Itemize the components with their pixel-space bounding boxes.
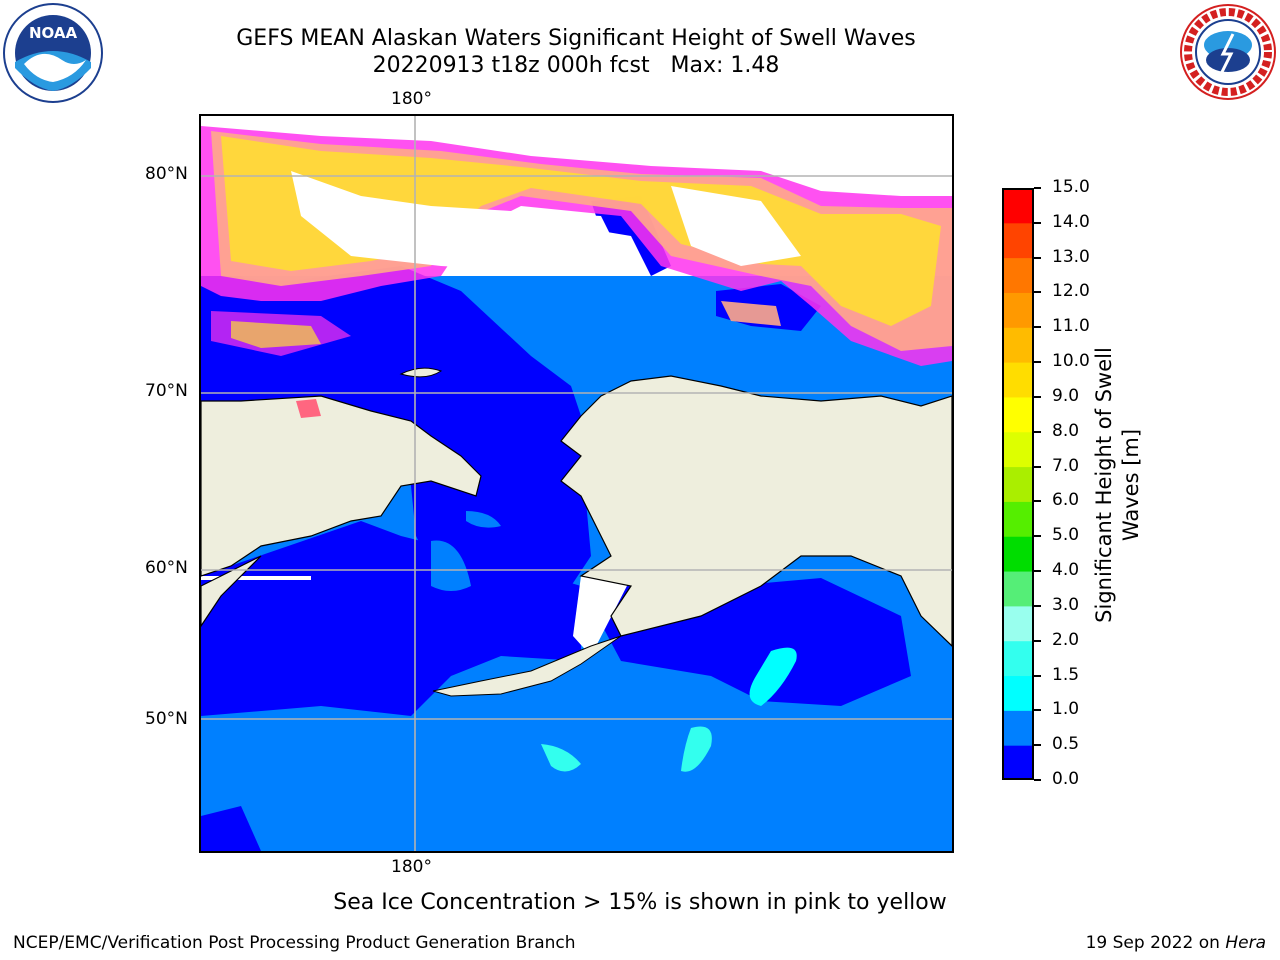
colorbar-tick-label: 4.0 bbox=[1052, 560, 1080, 581]
noaa-logo: NOAA bbox=[2, 2, 104, 104]
lon-label-bottom: 180° bbox=[391, 857, 432, 877]
lat-label-70n: 70°N bbox=[145, 381, 188, 401]
land-aleutian-peninsula bbox=[432, 635, 622, 697]
colorbar-tick-mark bbox=[1034, 361, 1041, 364]
colorbar-tick-mark bbox=[1034, 570, 1041, 573]
colorbar-band bbox=[1002, 536, 1034, 572]
lon-label-top: 180° bbox=[391, 89, 432, 109]
ice-free-gap bbox=[291, 171, 621, 276]
land-siberia bbox=[201, 395, 482, 577]
colorbar-tick-mark bbox=[1034, 500, 1041, 503]
ice-free-gap-2 bbox=[671, 186, 801, 266]
colorbar-tick-mark bbox=[1034, 326, 1041, 329]
sea-ice-east-siberian-core bbox=[231, 321, 321, 348]
date-stamp: 19 Sep 2022 on Hera bbox=[1086, 933, 1266, 953]
colorbar-tick-label: 5.0 bbox=[1052, 525, 1080, 546]
colorbar-band bbox=[1002, 292, 1034, 328]
swell-height-map bbox=[201, 116, 952, 851]
colorbar-band bbox=[1002, 431, 1034, 468]
sea-ice-note: Sea Ice Concentration > 15% is shown in … bbox=[333, 890, 947, 915]
sea-ice-high bbox=[221, 136, 941, 326]
colorbar-band bbox=[1002, 188, 1034, 224]
chart-title: GEFS MEAN Alaskan Waters Significant Hei… bbox=[236, 26, 916, 51]
colorbar-band bbox=[1002, 222, 1034, 259]
colorbar-band bbox=[1002, 745, 1034, 781]
gulf-swell-1-0-to-1-5 bbox=[749, 647, 797, 706]
colorbar-tick-mark bbox=[1034, 744, 1041, 747]
colorbar-tick-label: 10.0 bbox=[1052, 351, 1090, 372]
colorbar-tick-label: 2.0 bbox=[1052, 629, 1080, 650]
colorbar-bands bbox=[1002, 188, 1034, 781]
sea-ice-beaufort-patch bbox=[721, 301, 781, 326]
colorbar-tick-label: 1.0 bbox=[1052, 699, 1080, 720]
colorbar-tick-label: 14.0 bbox=[1052, 211, 1090, 232]
chart-subtitle: 20220913 t18z 000h fcst Max: 1.48 bbox=[372, 53, 780, 78]
date-text: 19 Sep 2022 on bbox=[1085, 933, 1226, 953]
pacific-swell-1-0-to-1-5-2 bbox=[681, 726, 712, 772]
colorbar-tick-label: 9.0 bbox=[1052, 385, 1080, 406]
map-panel bbox=[199, 114, 954, 853]
colorbar-band bbox=[1002, 362, 1034, 398]
southwest-low-swell bbox=[201, 806, 261, 851]
colorbar-tick-label: 15.0 bbox=[1052, 177, 1090, 197]
colorbar-tick-mark bbox=[1034, 674, 1041, 677]
colorbar-tick-mark bbox=[1034, 465, 1041, 468]
colorbar-tick-mark bbox=[1034, 395, 1041, 398]
colorbar-tick-mark bbox=[1034, 709, 1041, 712]
colorbar-tick-mark bbox=[1034, 535, 1041, 538]
credit-text: NCEP/EMC/Verification Post Processing Pr… bbox=[13, 933, 576, 953]
map-gridlines bbox=[201, 116, 952, 851]
colorbar-tick-mark bbox=[1034, 430, 1041, 433]
colorbar-band bbox=[1002, 396, 1034, 433]
colorbar-tick-mark bbox=[1034, 604, 1041, 607]
colorbar bbox=[1002, 188, 1034, 781]
bering-swell-patch-2 bbox=[466, 511, 501, 528]
colorbar-tick-label: 6.0 bbox=[1052, 490, 1080, 511]
lat-label-60n: 60°N bbox=[145, 558, 188, 578]
colorbar-tick-label: 11.0 bbox=[1052, 316, 1090, 337]
colorbar-tick-mark bbox=[1034, 256, 1041, 259]
colorbar-band bbox=[1002, 466, 1034, 502]
national-weather-service-logo bbox=[1177, 2, 1279, 102]
colorbar-tick-mark bbox=[1034, 779, 1041, 781]
lat-label-80n: 80°N bbox=[145, 164, 188, 184]
svg-text:NOAA: NOAA bbox=[29, 24, 78, 42]
land-alaska bbox=[560, 375, 952, 647]
colorbar-tick-mark bbox=[1034, 639, 1041, 642]
host-name: Hera bbox=[1225, 933, 1266, 953]
arctic-lead-low-swell bbox=[591, 196, 671, 276]
colorbar-tick-label: 1.5 bbox=[1052, 664, 1080, 685]
colorbar-band bbox=[1002, 605, 1034, 642]
bristol-bay-no-data bbox=[573, 576, 631, 656]
colorbar-frame bbox=[1002, 188, 1034, 780]
colorbar-band bbox=[1002, 327, 1034, 363]
colorbar-tick-mark bbox=[1034, 187, 1041, 189]
colorbar-band bbox=[1002, 571, 1034, 607]
colorbar-band bbox=[1002, 257, 1034, 293]
colorbar-tick-label: 7.0 bbox=[1052, 455, 1080, 476]
colorbar-tick-label: 8.0 bbox=[1052, 420, 1080, 441]
colorbar-band bbox=[1002, 710, 1034, 746]
bering-swell-patch bbox=[431, 540, 471, 591]
colorbar-band bbox=[1002, 640, 1034, 677]
colorbar-tick-mark bbox=[1034, 221, 1041, 224]
colorbar-band bbox=[1002, 675, 1034, 711]
colorbar-tick-label: 12.0 bbox=[1052, 281, 1090, 302]
sea-ice-coastal-patch bbox=[296, 399, 321, 418]
colorbar-tick-label: 0.5 bbox=[1052, 734, 1080, 755]
colorbar-label: Significant Height of Swell Waves [m] bbox=[1092, 347, 1143, 623]
lat-label-50n: 50°N bbox=[145, 709, 188, 729]
colorbar-tick-label: 0.0 bbox=[1052, 769, 1080, 789]
colorbar-tick-label: 13.0 bbox=[1052, 246, 1090, 267]
no-data-strip bbox=[201, 576, 311, 580]
colorbar-tick-label: 3.0 bbox=[1052, 594, 1080, 615]
land-kamchatka bbox=[201, 555, 262, 628]
pacific-swell-1-0-to-1-5 bbox=[541, 744, 581, 772]
colorbar-tick-mark bbox=[1034, 291, 1041, 294]
colorbar-band bbox=[1002, 501, 1034, 537]
